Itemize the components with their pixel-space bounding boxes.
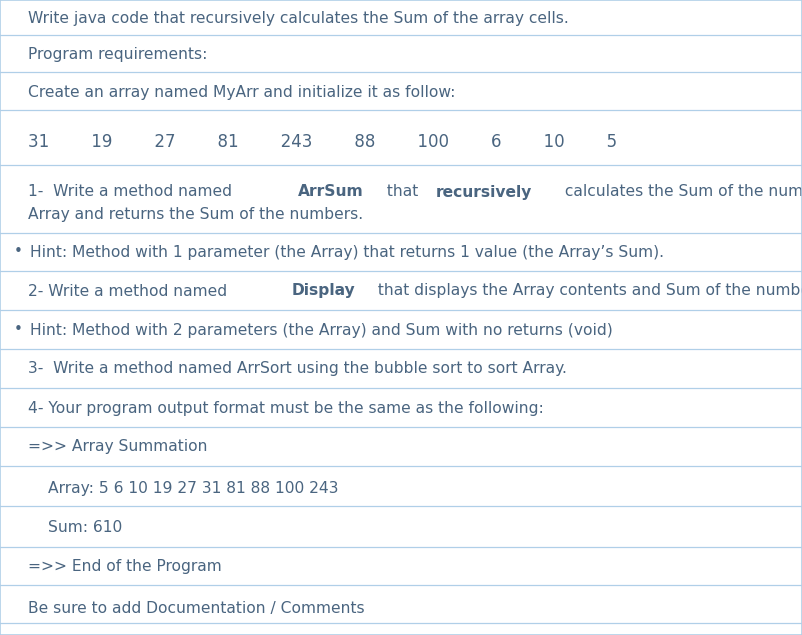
Text: Display: Display <box>291 283 355 298</box>
Text: Create an array named MyArr and initialize it as follow:: Create an array named MyArr and initiali… <box>28 84 456 100</box>
Text: that displays the Array contents and Sum of the numbers.: that displays the Array contents and Sum… <box>374 283 802 298</box>
Text: •: • <box>14 244 23 260</box>
Text: Array and returns the Sum of the numbers.: Array and returns the Sum of the numbers… <box>28 208 363 222</box>
Text: 2- Write a method named: 2- Write a method named <box>28 283 232 298</box>
Text: Write java code that recursively calculates the Sum of the array cells.: Write java code that recursively calcula… <box>28 11 569 25</box>
Text: 3-  Write a method named ArrSort using the bubble sort to sort Array.: 3- Write a method named ArrSort using th… <box>28 361 567 377</box>
Text: Hint: Method with 1 parameter (the Array) that returns 1 value (the Array’s Sum): Hint: Method with 1 parameter (the Array… <box>30 244 664 260</box>
Text: Be sure to add Documentation / Comments: Be sure to add Documentation / Comments <box>28 601 365 615</box>
Text: Sum: 610: Sum: 610 <box>48 521 122 535</box>
Text: Array: 5 6 10 19 27 31 81 88 100 243: Array: 5 6 10 19 27 31 81 88 100 243 <box>48 481 338 495</box>
Text: 4- Your program output format must be the same as the following:: 4- Your program output format must be th… <box>28 401 544 415</box>
Text: =>> Array Summation: =>> Array Summation <box>28 439 208 455</box>
Text: Program requirements:: Program requirements: <box>28 48 208 62</box>
Text: 31        19        27        81        243        88        100        6       : 31 19 27 81 243 88 100 6 <box>28 133 617 151</box>
Text: Hint: Method with 2 parameters (the Array) and Sum with no returns (void): Hint: Method with 2 parameters (the Arra… <box>30 323 613 337</box>
Text: =>> End of the Program: =>> End of the Program <box>28 559 221 573</box>
Text: recursively: recursively <box>435 185 532 199</box>
Text: •: • <box>14 323 23 337</box>
Text: calculates the Sum of the numbers in the: calculates the Sum of the numbers in the <box>560 185 802 199</box>
Text: ArrSum: ArrSum <box>298 185 363 199</box>
Text: that: that <box>383 185 423 199</box>
Text: 1-  Write a method named: 1- Write a method named <box>28 185 237 199</box>
